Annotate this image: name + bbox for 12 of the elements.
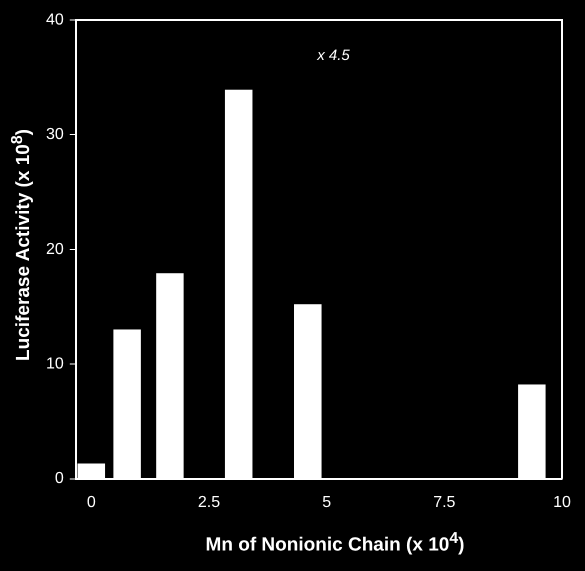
y-tick-label: 0: [54, 470, 64, 488]
x-tick-label: 7.5: [433, 494, 456, 511]
x-tick-label: 0: [86, 494, 96, 511]
x-tick-label: 5: [322, 494, 332, 511]
x-axis-title: Mn of Nonionic Chain (x 10$^{4}$): [204, 530, 466, 556]
x-tick-label: 2.5: [198, 494, 220, 511]
y-tick-label: 20: [46, 240, 64, 258]
x-tick-label: 10: [553, 494, 571, 511]
y-tick-label: 10: [46, 356, 64, 373]
y-tick-label: 40: [46, 11, 64, 28]
annotation: x 4.5: [316, 47, 350, 64]
y-tick-label: 30: [46, 126, 64, 144]
